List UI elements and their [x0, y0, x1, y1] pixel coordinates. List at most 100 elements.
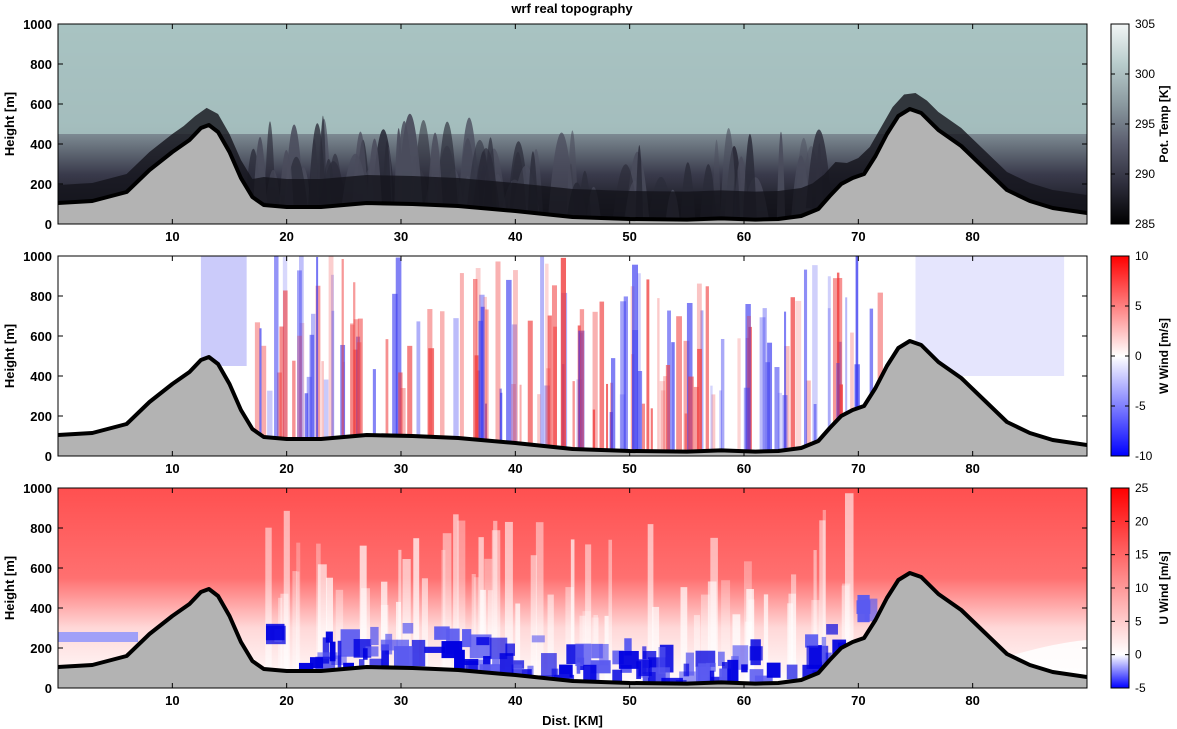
reverse-flow-cell: [441, 641, 463, 659]
vertical-wind-streak: [267, 390, 273, 438]
panel-horizontal-wind: Height [m] U Wind [m/s] Dist. [KM] 10 20 3…: [2, 481, 1171, 728]
weak-wind-streak: [480, 589, 486, 672]
colorbar-label: U Wind [m/s]: [1157, 551, 1171, 624]
vertical-wind-streak: [537, 394, 541, 446]
x-tick-label: 60: [737, 461, 751, 476]
weak-wind-streak: [547, 594, 554, 679]
vertical-wind-streak: [341, 258, 344, 438]
vertical-wind-streak: [395, 257, 402, 436]
weak-wind-streak: [441, 549, 446, 670]
weak-wind-streak: [381, 581, 388, 668]
reverse-flow-cell: [411, 639, 426, 667]
vertical-wind-streak: [663, 376, 667, 452]
weak-wind-streak: [570, 539, 575, 681]
weak-wind-streak: [296, 542, 301, 671]
vertical-wind-streak: [827, 308, 831, 431]
weak-wind-streak: [487, 590, 493, 673]
weak-wind-streak: [292, 571, 298, 671]
vertical-wind-streak: [500, 392, 503, 442]
vertical-wind-streak: [544, 385, 551, 447]
colorbar-tick-label: 285: [1135, 217, 1155, 231]
weak-wind-streak: [473, 577, 480, 672]
y-tick-label: 600: [30, 329, 52, 344]
vertical-wind-streak: [372, 369, 376, 436]
reverse-flow-cell: [685, 652, 695, 676]
y-tick-label: 400: [30, 369, 52, 384]
reverse-flow-cell: [695, 650, 716, 667]
vertical-wind-streak: [506, 279, 512, 443]
y-tick-label: 800: [30, 57, 52, 72]
weak-wind-streak: [763, 594, 769, 684]
colorbar-tick-label: 15: [1135, 548, 1149, 562]
reverse-flow-cell: [719, 668, 731, 688]
vertical-wind-streak: [259, 328, 262, 434]
reverse-flow-cell: [805, 634, 819, 648]
colorbar-tick-label: -5: [1135, 681, 1146, 695]
vertical-wind-streak: [836, 362, 840, 422]
vertical-wind-streak: [579, 309, 585, 450]
reverse-flow-cell: [362, 648, 368, 660]
vertical-wind-streak: [606, 383, 609, 451]
vertical-wind-streak: [545, 263, 549, 447]
axes-frame: [57, 23, 1088, 225]
vertical-wind-streak: [400, 388, 406, 436]
x-tick-label: 10: [165, 461, 179, 476]
vertical-wind-streak: [619, 394, 626, 451]
reverse-flow-cell: [695, 666, 701, 688]
vertical-wind-streak: [869, 308, 874, 398]
y-tick-label: 800: [30, 289, 52, 304]
reverse-flow-cell: [576, 662, 581, 674]
x-tick-label: 50: [622, 693, 636, 708]
vertical-wind-streak: [453, 318, 459, 438]
reverse-flow-cell: [717, 651, 725, 667]
x-tick-label: 20: [279, 461, 293, 476]
vertical-wind-streak: [632, 264, 639, 452]
vertical-wind-streak: [297, 270, 302, 439]
vertical-wind-streak: [665, 364, 671, 452]
vertical-wind-streak: [299, 256, 304, 439]
weak-wind-streak: [565, 587, 574, 681]
weak-wind-streak: [491, 530, 501, 673]
vertical-wind-streak: [440, 311, 445, 438]
reverse-flow-cell: [541, 653, 557, 676]
vertical-wind-streak: [592, 311, 598, 450]
colorbar-tick-label: 20: [1135, 514, 1149, 528]
colorbar-label: W Wind [m/s]: [1157, 318, 1171, 394]
vertical-wind-streak: [683, 340, 690, 452]
vertical-wind-streak: [277, 372, 282, 439]
reverse-flow-cell: [583, 664, 597, 683]
vertical-wind-streak: [855, 256, 859, 409]
vertical-wind-streak: [743, 387, 750, 452]
vertical-wind-streak: [328, 256, 334, 439]
y-tick-label: 1000: [23, 17, 52, 32]
vertical-wind-streak: [572, 381, 575, 449]
vertical-wind-streak: [877, 292, 883, 384]
y-tick-label: 400: [30, 601, 52, 616]
vertical-wind-streak: [746, 315, 751, 452]
weak-wind-streak: [693, 615, 700, 684]
vertical-wind-streak: [657, 298, 660, 452]
y-tick-label: 1000: [23, 481, 52, 496]
terrain-outline: [58, 107, 1087, 222]
vertical-wind-streak: [659, 381, 666, 452]
reverse-flow-cell: [380, 639, 398, 651]
reverse-flow-cell: [402, 622, 414, 634]
colorbar-tick-label: 25: [1135, 481, 1149, 495]
vertical-wind-streak: [485, 309, 489, 441]
reverse-flow-cell: [708, 670, 715, 688]
terrain-fill: [58, 573, 1087, 688]
vertical-wind-streak: [274, 256, 279, 438]
weak-wind-streak: [819, 520, 826, 672]
terrain-outline: [58, 339, 1087, 454]
weak-wind-streak: [471, 574, 476, 672]
weak-wind-streak: [326, 577, 333, 671]
vertical-wind-streak: [646, 279, 650, 452]
weak-wind-streak: [504, 521, 513, 675]
vertical-wind-streak: [474, 355, 479, 440]
reverse-flow-cell: [826, 624, 838, 635]
reverse-flow-cell: [786, 664, 798, 680]
vertical-wind-streak: [693, 386, 699, 452]
weak-wind-streak: [296, 571, 300, 671]
vertical-wind-streak: [331, 310, 335, 439]
vertical-wind-streak: [323, 379, 329, 439]
